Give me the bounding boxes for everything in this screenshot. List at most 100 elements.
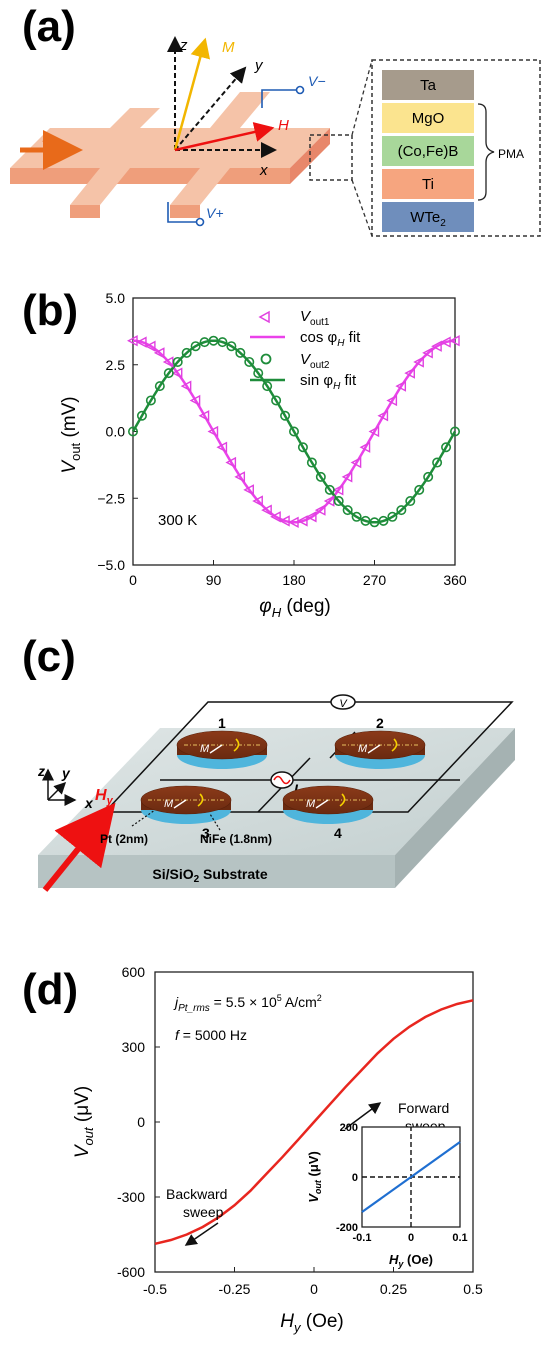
- point-vout1: [180, 380, 192, 392]
- fit-line-cos: [132, 339, 456, 524]
- pt-label: Pt (2nm): [100, 832, 148, 846]
- legend-sin-fit: sin φH fit: [300, 372, 357, 392]
- y-tick-label: -300: [117, 1189, 145, 1205]
- substrate-label: Si/SiO2 Substrate: [152, 866, 267, 885]
- point-vout1: [449, 335, 460, 347]
- point-vout2: [226, 341, 237, 352]
- current-label: I: [42, 129, 46, 146]
- inset-x-label: Hy (Oe): [389, 1252, 433, 1269]
- point-vout2: [387, 511, 398, 522]
- disk-4: M: [282, 785, 374, 824]
- c-axis-x: x: [84, 795, 94, 811]
- coordinate-axes-c: [42, 768, 77, 806]
- field-h-label: H: [278, 117, 289, 134]
- inset-y-label: Vout (μV): [306, 1151, 323, 1203]
- forward-arrow: [344, 1102, 382, 1130]
- point-vout1: [198, 410, 210, 422]
- fit-line-sin: [131, 339, 457, 524]
- disk-3: M: [140, 785, 232, 824]
- nife-label: NiFe (1.8nm): [200, 832, 272, 846]
- point-vout2: [235, 347, 246, 358]
- point-vout2: [172, 356, 183, 367]
- v-plus-label: V+: [206, 205, 224, 221]
- panel-d-label: (d): [22, 965, 79, 1014]
- point-vout1: [404, 367, 415, 379]
- point-vout1: [135, 336, 147, 348]
- point-vout1: [234, 471, 246, 483]
- point-vout1: [377, 410, 389, 422]
- inset-line: [361, 1141, 461, 1213]
- disk-m-label: M: [164, 798, 174, 810]
- disk-number: 4: [334, 825, 342, 841]
- point-vout2: [181, 347, 192, 358]
- point-vout1: [341, 471, 353, 483]
- disk-m-label: M: [306, 798, 316, 810]
- v-minus-probe: [261, 85, 305, 108]
- point-vout2: [262, 381, 273, 392]
- layer-label-4: WTe2: [410, 209, 446, 229]
- point-vout1: [368, 425, 380, 438]
- y-axis-label: Vout (mV): [59, 396, 83, 473]
- point-vout2: [342, 505, 353, 516]
- point-vout2: [405, 496, 416, 507]
- point-vout1: [189, 394, 201, 407]
- disk-number: 2: [376, 715, 384, 731]
- point-vout1: [296, 515, 308, 527]
- field-hy-arrow: [42, 802, 116, 892]
- point-vout2: [163, 368, 174, 379]
- point-vout1: [144, 340, 156, 352]
- hall-bar: [10, 92, 330, 218]
- point-vout2: [217, 337, 228, 348]
- point-vout2: [315, 471, 326, 482]
- point-vout2: [396, 505, 407, 516]
- layer-4: [382, 202, 474, 232]
- x-tick-label: 0: [310, 1281, 318, 1297]
- backward-arrow: [184, 1222, 219, 1246]
- point-vout1: [252, 495, 263, 507]
- v-plus-probe: [167, 202, 205, 227]
- point-vout1: [305, 511, 317, 523]
- vout-curve: [154, 999, 474, 1246]
- y-tick-label: −2.5: [97, 490, 125, 506]
- panel-d-chart: -0.5 -0.25 0 0.25 0.5 -600 -300 0 300 600 jPt_rms…: [72, 964, 483, 1335]
- axis-z-label: z: [179, 37, 188, 54]
- frequency: f = 5000 Hz: [175, 1027, 247, 1043]
- voltmeter-label: V: [339, 698, 348, 710]
- inset-y-tick: 200: [340, 1122, 358, 1134]
- inset-x-tick: 0.1: [452, 1232, 467, 1244]
- point-vout2: [136, 410, 147, 421]
- layer-label-3: Ti: [422, 176, 434, 193]
- point-vout1: [261, 504, 272, 516]
- backward-sweep-1: Backward: [166, 1186, 227, 1202]
- disk-m-label: M: [200, 743, 210, 755]
- axis-y-label: y: [254, 57, 264, 74]
- point-vout2: [351, 511, 362, 522]
- legend-cos-fit: cos φH fit: [300, 329, 361, 349]
- x-tick-label: 0.5: [463, 1281, 483, 1297]
- layer-3: [382, 169, 474, 199]
- y-tick-label: 600: [122, 964, 146, 980]
- point-vout1: [243, 484, 254, 496]
- y-tick-label: 300: [122, 1039, 146, 1055]
- legend: Vout1 cos φH fit Vout2 sin φH fit: [250, 308, 361, 392]
- point-vout1: [440, 336, 451, 348]
- point-vout1: [127, 335, 138, 347]
- layer-0: [382, 70, 474, 100]
- y-axis-label-d: Vout (μV): [72, 1086, 96, 1158]
- legend-marker-vout1: [258, 310, 270, 324]
- point-vout1: [270, 511, 281, 523]
- point-vout1: [279, 515, 290, 527]
- point-vout2: [190, 341, 201, 352]
- ac-wave-icon: [273, 775, 291, 785]
- x-tick-label: 270: [363, 572, 387, 588]
- legend-marker-vout2: [260, 353, 272, 365]
- zoom-target-box: [371, 59, 541, 237]
- point-vout1: [216, 441, 228, 453]
- point-vout2: [244, 356, 255, 367]
- point-vout2: [128, 426, 139, 437]
- point-vout1: [332, 484, 344, 496]
- inset-x-tick: 0: [408, 1232, 414, 1244]
- x-tick-label: 360: [443, 572, 467, 588]
- c-axis-y: y: [61, 765, 71, 781]
